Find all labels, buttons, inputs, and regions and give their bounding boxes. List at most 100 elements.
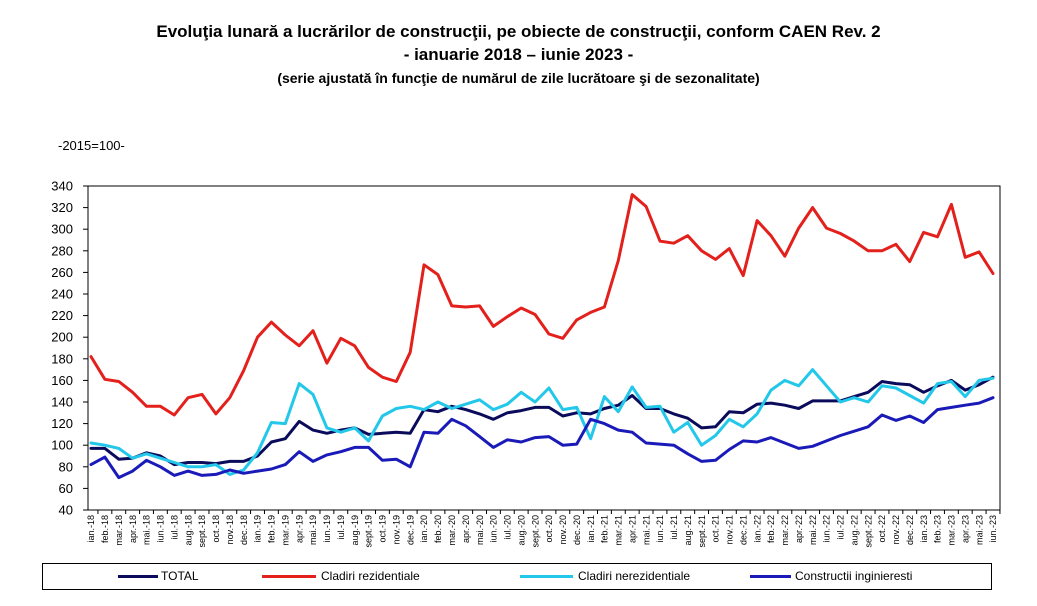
- x-tick-label: mar.-19: [280, 515, 290, 546]
- y-tick-label: 40: [59, 503, 73, 518]
- y-tick-label: 160: [51, 373, 73, 388]
- y-tick-label: 320: [51, 200, 73, 215]
- x-tick-label: mai.-19: [308, 515, 318, 545]
- x-tick-label: feb.-22: [766, 515, 776, 543]
- x-tick-label: oct.-21: [711, 515, 721, 543]
- x-tick-label: iun.-23: [988, 515, 998, 543]
- x-tick-label: nov.-22: [891, 515, 901, 544]
- x-tick-label: mar.-22: [780, 515, 790, 546]
- x-tick-label: ian.-20: [419, 515, 429, 543]
- x-tick-label: aug.-21: [683, 515, 693, 546]
- y-tick-label: 220: [51, 308, 73, 323]
- y-tick-label: 60: [59, 481, 73, 496]
- x-tick-label: sept.-21: [697, 515, 707, 548]
- x-tick-label: iun.-19: [322, 515, 332, 543]
- x-tick-label: nov.-18: [225, 515, 235, 544]
- series-line-cladiri-rezidentiale: [89, 193, 995, 417]
- y-tick-label: 340: [51, 179, 73, 194]
- x-tick-label: iun.-20: [489, 515, 499, 543]
- y-axis: 40 60 80 100 120 140 160 180 200 220 240 260 280 300 3…: [51, 179, 88, 518]
- x-tick-label: apr.-21: [627, 515, 637, 543]
- x-axis: ian.-18 feb.-18 mar.-18 apr.-18 mai.-18 iun.-…: [86, 510, 1001, 548]
- legend-label-cladiri-nerezidentiale: Cladiri nerezidentiale: [578, 569, 691, 583]
- x-tick-label: sept.-20: [530, 515, 540, 548]
- x-tick-label: iun.-18: [156, 515, 166, 543]
- y-tick-label: 300: [51, 222, 73, 237]
- x-tick-label: apr.-22: [794, 515, 804, 543]
- x-tick-label: aug.-19: [350, 515, 360, 546]
- series-lines: [89, 193, 995, 480]
- x-tick-label: apr.-19: [294, 515, 304, 543]
- x-tick-label: mai.-22: [808, 515, 818, 545]
- legend: TOTAL Cladiri rezidentiale Cladiri nerez…: [42, 563, 992, 590]
- series-line-total: [89, 375, 995, 467]
- legend-swatch-total: [118, 575, 158, 578]
- x-tick-label: oct.-18: [211, 515, 221, 543]
- series-line-cladiri-nerezidentiale: [89, 368, 995, 476]
- x-tick-label: feb.-18: [100, 515, 110, 543]
- plot-area-frame: [87, 185, 1001, 511]
- y-tick-label: 240: [51, 287, 73, 302]
- x-tick-label: iun.-22: [822, 515, 832, 543]
- x-tick-label: iul.-19: [336, 515, 346, 540]
- x-tick-label: sept.-19: [364, 515, 374, 548]
- x-tick-label: aug.-22: [849, 515, 859, 546]
- x-tick-label: iun.-21: [655, 515, 665, 543]
- x-tick-label: iul.-18: [169, 515, 179, 540]
- legend-label-cladiri-rezidentiale: Cladiri rezidentiale: [321, 569, 420, 583]
- series-line-constructii-inginieresti: [89, 396, 995, 480]
- x-tick-label: dec.-22: [905, 515, 915, 545]
- legend-label-constructii-inginieresti: Constructii inginieresti: [795, 569, 913, 583]
- x-tick-label: dec.-21: [738, 515, 748, 545]
- x-tick-label: oct.-22: [877, 515, 887, 543]
- x-tick-label: sept.-22: [863, 515, 873, 548]
- x-tick-label: oct.-20: [544, 515, 554, 543]
- x-tick-label: feb.-21: [600, 515, 610, 543]
- x-tick-label: mar.-21: [613, 515, 623, 546]
- y-tick-label: 260: [51, 265, 73, 280]
- y-tick-label: 200: [51, 330, 73, 345]
- x-tick-label: sept.-18: [197, 515, 207, 548]
- chart-subtitle-period: - ianuarie 2018 – iunie 2023 -: [403, 45, 634, 64]
- x-tick-label: dec.-18: [239, 515, 249, 545]
- x-tick-label: iul.-22: [836, 515, 846, 540]
- x-tick-label: dec.-19: [405, 515, 415, 545]
- y-tick-label: 180: [51, 351, 73, 366]
- x-tick-label: mai.-18: [142, 515, 152, 545]
- x-tick-label: mai.-23: [974, 515, 984, 545]
- x-tick-label: feb.-19: [267, 515, 277, 543]
- x-tick-label: nov.-20: [558, 515, 568, 544]
- y-tick-label: 120: [51, 416, 73, 431]
- x-tick-label: ian.-18: [86, 515, 96, 543]
- chart-title: Evoluţia lunară a lucrărilor de construc…: [156, 22, 881, 41]
- y-tick-label: 140: [51, 395, 73, 410]
- legend-swatch-cladiri-rezidentiale: [262, 575, 316, 578]
- y-tick-label: 100: [51, 438, 73, 453]
- y-tick-label: 80: [59, 459, 73, 474]
- x-tick-label: ian.-22: [752, 515, 762, 543]
- x-tick-label: iul.-21: [669, 515, 679, 540]
- x-tick-label: mar.-23: [947, 515, 957, 546]
- legend-label-total: TOTAL: [161, 569, 199, 583]
- y-tick-label: 280: [51, 243, 73, 258]
- x-tick-label: feb.-23: [933, 515, 943, 543]
- x-tick-label: nov.-21: [724, 515, 734, 544]
- x-tick-label: apr.-18: [128, 515, 138, 543]
- x-tick-label: mar.-20: [447, 515, 457, 546]
- x-tick-label: iul.-20: [502, 515, 512, 540]
- x-tick-label: dec.-20: [572, 515, 582, 545]
- base-year-label: -2015=100-: [58, 138, 125, 153]
- chart-subtitle-note: (serie ajustată în funcţie de numărul de…: [277, 70, 760, 86]
- legend-swatch-cladiri-nerezidentiale: [520, 575, 573, 578]
- x-tick-label: apr.-20: [461, 515, 471, 543]
- x-tick-label: ian.-19: [253, 515, 263, 543]
- x-tick-label: mar.-18: [114, 515, 124, 546]
- legend-swatch-constructii-inginieresti: [750, 575, 791, 578]
- x-tick-label: ian.-21: [586, 515, 596, 543]
- x-tick-label: aug.-18: [183, 515, 193, 546]
- x-tick-label: nov.-19: [391, 515, 401, 544]
- x-tick-label: feb.-20: [433, 515, 443, 543]
- x-tick-label: aug.-20: [516, 515, 526, 546]
